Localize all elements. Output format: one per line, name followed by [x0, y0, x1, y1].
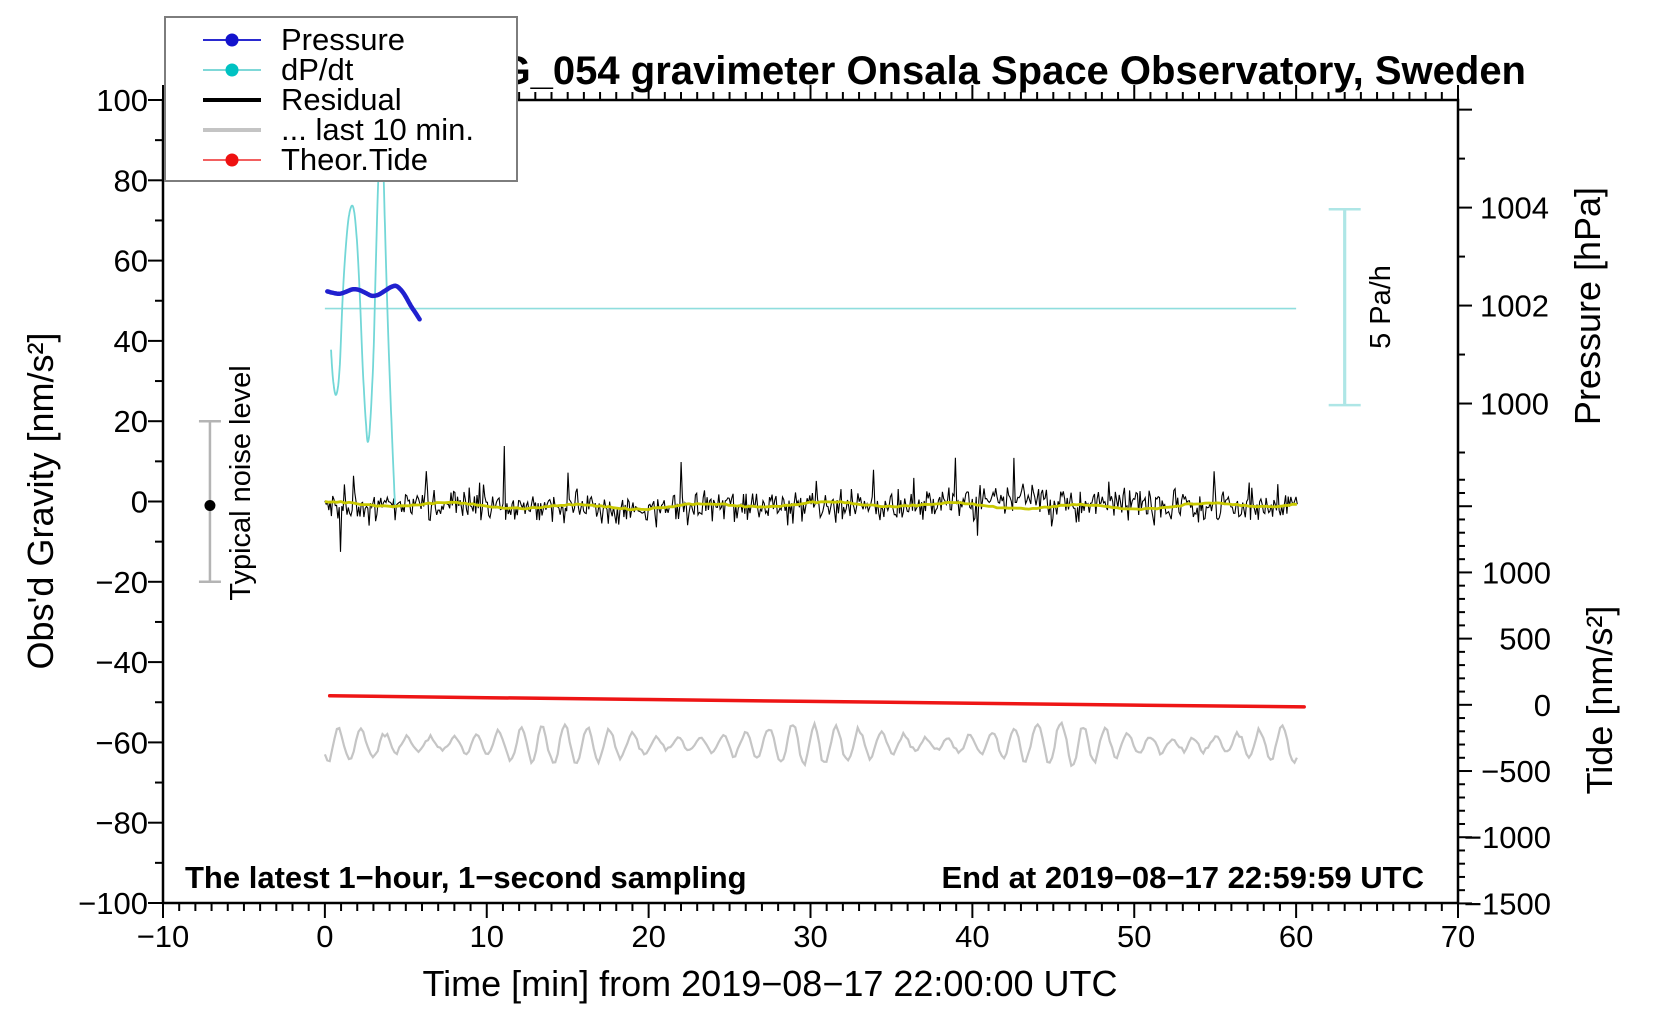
pressure-axis-title: Pressure [hPa]	[1567, 187, 1608, 425]
legend-row: dP/dt	[166, 52, 516, 87]
x-tick-label: 40	[955, 919, 989, 954]
gravity-tick-label: 80	[114, 163, 148, 198]
legend-row: Theor.Tide	[166, 142, 516, 177]
legend-marker-dot	[225, 33, 239, 47]
residual-smoothed-trace	[324, 500, 1297, 512]
legend-box: Pressure dP/dt Residual... last 10 min. The…	[164, 16, 518, 182]
legend-row-label: Theor.Tide	[281, 142, 429, 177]
tide-tick-label: 1000	[1482, 555, 1551, 590]
tide-tick-label: 500	[1499, 622, 1551, 657]
gravity-tick-label: 20	[114, 404, 148, 439]
gravity-tick-label: 40	[114, 324, 148, 359]
pressure-tick-label: 1004	[1480, 191, 1549, 226]
x-tick-label: 20	[631, 919, 665, 954]
axis-ticks	[148, 85, 1472, 918]
plot-frame	[161, 98, 1460, 905]
x-tick-label: 70	[1441, 919, 1475, 954]
pressure-tick-label: 1002	[1480, 289, 1549, 324]
gravity-tick-label: −20	[95, 565, 148, 600]
legend-line-sample	[203, 153, 261, 167]
legend-row: Pressure	[166, 22, 516, 57]
dpdt-scale-bar	[1328, 207, 1361, 407]
gravity-tick-label: 60	[114, 244, 148, 279]
sampling-note: The latest 1−hour, 1−second sampling	[185, 860, 747, 895]
pressure-trace	[325, 283, 422, 322]
dpdt-trace	[330, 126, 396, 505]
gravity-tick-label: 100	[96, 83, 148, 118]
x-axis-title: Time [min] from 2019−08−17 22:00:00 UTC	[422, 963, 1117, 1004]
pressure-tick-label: 1000	[1480, 387, 1549, 422]
residual-trace	[324, 445, 1298, 552]
legend-line	[203, 127, 261, 133]
legend-line-sample	[203, 63, 261, 77]
legend-line-sample	[203, 93, 261, 107]
gravity-tick-label: −60	[95, 725, 148, 760]
legend-row-label: dP/dt	[281, 52, 354, 87]
tick-labels: −10 0 10 20 30 40 50 60 70−100−80−60−40−20020406…	[78, 83, 1551, 954]
tide-trace	[327, 694, 1306, 709]
legend-row: ... last 10 min.	[166, 112, 516, 147]
legend-marker-dot	[225, 153, 239, 167]
x-tick-label: 50	[1117, 919, 1151, 954]
gravity-tick-label: 0	[131, 485, 148, 520]
legend-marker-dot	[225, 63, 239, 77]
legend-line	[203, 97, 261, 103]
gravity-axis-title: Obs'd Gravity [nm/s²]	[20, 333, 61, 670]
x-tick-label: 10	[470, 919, 504, 954]
legend-line-sample	[203, 33, 261, 47]
legend-line-sample	[203, 123, 261, 137]
tide-tick-label: −1500	[1464, 886, 1551, 921]
legend-row-label: Pressure	[281, 22, 406, 57]
legend-row-label: Residual	[281, 82, 402, 117]
last10min-trace	[323, 720, 1298, 768]
gravity-tick-label: −100	[78, 886, 148, 921]
x-tick-label: 0	[316, 919, 333, 954]
end-note: End at 2019−08−17 22:59:59 UTC	[942, 860, 1425, 895]
gravity-tick-label: −40	[95, 645, 148, 680]
legend-row-label: ... last 10 min.	[281, 112, 474, 147]
tide-tick-label: −1000	[1464, 820, 1551, 855]
scalebar-label: 5 Pa/h	[1365, 265, 1397, 349]
tide-tick-label: 0	[1534, 688, 1551, 723]
x-tick-label: −10	[137, 919, 190, 954]
tide-axis-title: Tide [nm/s²]	[1579, 606, 1620, 795]
gravity-tick-label: −80	[95, 806, 148, 841]
x-tick-label: 60	[1279, 919, 1313, 954]
noise-level-label: Typical noise level	[225, 365, 257, 600]
noise-level-dot	[204, 500, 216, 512]
legend-row: Residual	[166, 82, 516, 117]
x-tick-label: 30	[793, 919, 827, 954]
chart-title: SCG_054 gravimeter Onsala Space Observat…	[444, 49, 1526, 93]
tide-tick-label: −500	[1481, 754, 1551, 789]
